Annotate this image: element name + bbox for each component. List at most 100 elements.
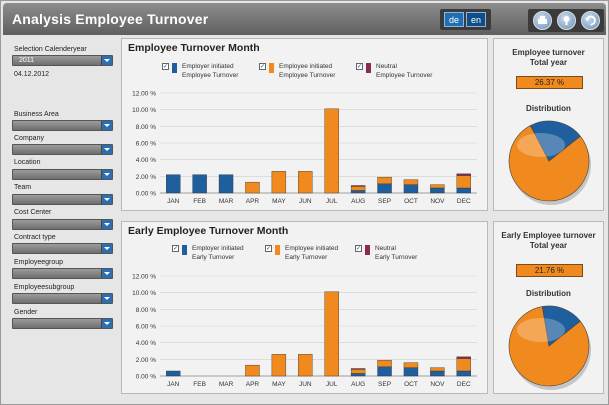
bar-nov-1[interactable] [430,367,445,372]
x-tick-label: OCT [404,381,418,388]
legend-label: Early Turnover [375,254,418,261]
kpi-value: 26.37 % [516,76,583,89]
bar-aug-0[interactable] [350,190,366,194]
legend-label: Early Turnover [285,254,328,261]
legend-swatch [172,63,177,73]
team-dropdown[interactable] [12,194,113,205]
y-tick-label: 0.00 % [136,191,156,198]
bar-aug-1[interactable] [350,186,366,191]
bar-aug-1[interactable] [350,369,366,374]
bar-jan-0[interactable] [166,174,181,194]
panel-title: Employee Turnover Month [128,42,260,54]
bar-oct-0[interactable] [403,367,419,377]
legend-swatch [269,63,274,73]
bar-sep-0[interactable] [377,183,392,194]
bar-oct-1[interactable] [403,362,419,368]
bar-jul-1[interactable] [324,291,339,377]
contract-type-dropdown[interactable] [12,243,113,254]
bar-dec-2[interactable] [456,173,471,176]
chevron-down-icon [101,195,112,204]
distribution-pie-chart [508,120,591,205]
bar-nov-1[interactable] [430,184,445,189]
x-tick-label: MAR [219,198,234,205]
kpi-value: 21.76 % [516,264,583,277]
x-tick-label: JUN [299,198,312,205]
bar-may-1[interactable] [271,171,287,194]
legend-label: Neutral [375,245,396,252]
help-icon[interactable] [557,11,576,30]
kpi-subtitle: Total year [529,241,568,250]
calendar-year-dropdown[interactable]: 2011 [12,55,113,66]
chevron-down-icon [101,244,112,253]
legend-employee-checkbox[interactable]: ✓ [265,245,272,252]
cost-center-dropdown[interactable] [12,219,113,230]
legend-employee-checkbox[interactable]: ✓ [259,63,266,70]
bar-aug-0[interactable] [350,373,366,377]
bar-oct-0[interactable] [403,184,419,194]
bar-oct-1[interactable] [403,179,419,185]
bar-dec-0[interactable] [456,187,471,194]
employeegroup-dropdown[interactable] [12,268,113,279]
x-tick-label: MAY [272,381,286,388]
bar-dec-0[interactable] [456,370,471,377]
location-dropdown[interactable] [12,169,113,180]
legend-neutral-checkbox[interactable]: ✓ [355,245,362,252]
bar-apr-1[interactable] [245,181,260,194]
x-tick-label: FEB [193,198,206,205]
bar-sep-1[interactable] [377,359,392,368]
print-icon[interactable] [533,11,552,30]
x-tick-label: APR [246,198,260,205]
app-title: Analysis Employee Turnover [12,11,209,27]
distribution-label: Distribution [526,289,571,298]
bar-dec-1[interactable] [456,175,471,189]
x-tick-label: JUL [326,198,338,205]
bar-sep-0[interactable] [377,366,392,377]
gender-label: Gender [14,309,38,316]
legend-label: Employee initiated [285,245,339,252]
bar-mar-0[interactable] [218,174,234,194]
bar-dec-2[interactable] [456,356,471,359]
business-area-dropdown[interactable] [12,120,113,131]
back-icon[interactable] [581,11,600,30]
employeesubgroup-dropdown[interactable] [12,293,113,304]
bar-apr-1[interactable] [245,364,260,377]
pie-slice-1[interactable] [541,305,581,347]
kpi-title: Employee turnover [512,48,585,57]
gender-dropdown[interactable] [12,318,113,329]
bar-nov-0[interactable] [430,370,445,377]
legend-neutral-checkbox[interactable]: ✓ [356,63,363,70]
y-tick-label: 2.00 % [136,357,156,364]
chevron-down-icon [101,220,112,229]
cost-center-label: Cost Center [14,209,52,216]
bar-aug-2[interactable] [350,185,366,187]
language-de-button[interactable]: de [444,12,464,27]
y-tick-label: 4.00 % [136,157,156,164]
legend-employer-checkbox[interactable]: ✓ [172,245,179,252]
x-tick-label: NOV [430,381,445,388]
bar-jun-1[interactable] [298,354,313,377]
legend-label: Employee Turnover [279,72,336,79]
contract-type-label: Contract type [14,234,56,241]
bar-aug-2[interactable] [350,368,366,370]
language-en-button[interactable]: en [466,12,486,27]
bar-may-1[interactable] [271,354,287,377]
legend-employer-checkbox[interactable]: ✓ [162,63,169,70]
pie-slice-1[interactable] [530,120,581,162]
bar-dec-1[interactable] [456,358,471,372]
chevron-down-icon [101,121,112,130]
y-tick-label: 6.00 % [136,141,156,148]
bar-jul-1[interactable] [324,108,339,194]
y-tick-label: 4.00 % [136,340,156,347]
calendar-year-label: Selection Calenderyear [14,46,87,53]
x-tick-label: APR [246,381,260,388]
bar-jun-1[interactable] [298,171,313,194]
chevron-down-icon [101,269,112,278]
pie-slice-0[interactable] [508,125,590,202]
company-dropdown[interactable] [12,144,113,155]
bar-jan-0[interactable] [166,370,181,377]
bar-sep-1[interactable] [377,176,392,185]
bar-feb-0[interactable] [192,174,207,194]
legend-label: Employer initiated [192,245,244,252]
bar-nov-0[interactable] [430,187,445,194]
